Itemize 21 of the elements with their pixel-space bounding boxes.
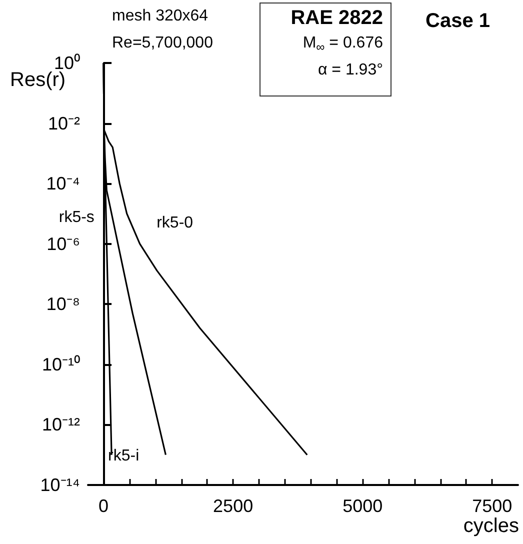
annotation: α = 1.93°: [318, 62, 384, 78]
text: Re=5,700,000: [112, 34, 214, 52]
x-tick-label: 5000: [342, 496, 383, 516]
x-tick-label: 2500: [213, 496, 254, 516]
x-tick-label: 0: [98, 496, 109, 516]
y-tick-label: 10⁻¹²: [42, 414, 80, 435]
chart-title: Case 1: [426, 10, 490, 32]
series-label: rk5-i: [108, 447, 140, 464]
y-tick-label: 10⁻²: [48, 113, 80, 134]
text: RAE 2822: [290, 7, 384, 29]
y-tick-label: 10⁻⁴: [46, 174, 80, 194]
x-axis-title: cycles: [463, 515, 520, 537]
text: M∞ = 0.676: [302, 34, 384, 54]
series-label: rk5-s: [58, 208, 94, 226]
series-label: rk5-0: [156, 214, 194, 232]
y-tick-label: 10⁻¹⁰: [42, 354, 80, 374]
x-tick-label: 7500: [472, 496, 512, 516]
y-tick-label: 10⁻⁸: [46, 294, 80, 314]
y-tick-label: 10⁻⁶: [46, 234, 80, 254]
y-tick-label: 10⁻¹⁴: [40, 475, 80, 495]
text: mesh 320x64: [112, 8, 208, 24]
